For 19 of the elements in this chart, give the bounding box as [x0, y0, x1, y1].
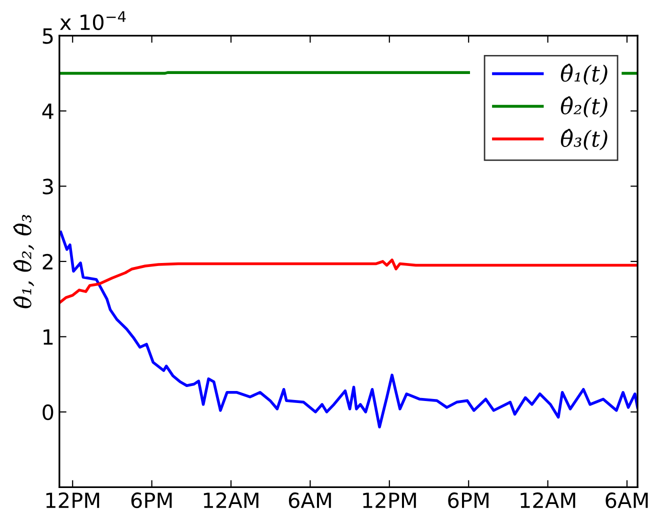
- x-tick-label: 6AM: [288, 492, 331, 508]
- y-tick-label: 5: [42, 28, 53, 44]
- x-tick-label: 12PM: [46, 492, 100, 508]
- y-tick-label: 1: [44, 329, 53, 345]
- legend-label: θ̂₂(t): [560, 96, 608, 118]
- legend-label: θ̂₃(t): [560, 128, 608, 150]
- x-tick-label: 12PM: [363, 492, 416, 508]
- y-tick-label: 2: [42, 254, 52, 270]
- x-tick-label: 12AM: [520, 492, 576, 508]
- legend-label: θ̂₁(t): [560, 64, 608, 85]
- y-tick-label: 0: [42, 404, 54, 420]
- text: x 10$^{−4}$: [60, 11, 126, 30]
- y-tick-label: 3: [42, 178, 53, 194]
- y-axis-title: θ̂₁, θ̂₂, θ̂₃: [13, 214, 34, 308]
- x-tick-label: 6PM: [131, 492, 172, 508]
- x-tick-label: 6AM: [606, 492, 648, 508]
- x-tick-label: 12AM: [204, 492, 258, 508]
- x-tick-label: 6PM: [448, 492, 488, 508]
- y-tick-label: 4: [42, 104, 54, 119]
